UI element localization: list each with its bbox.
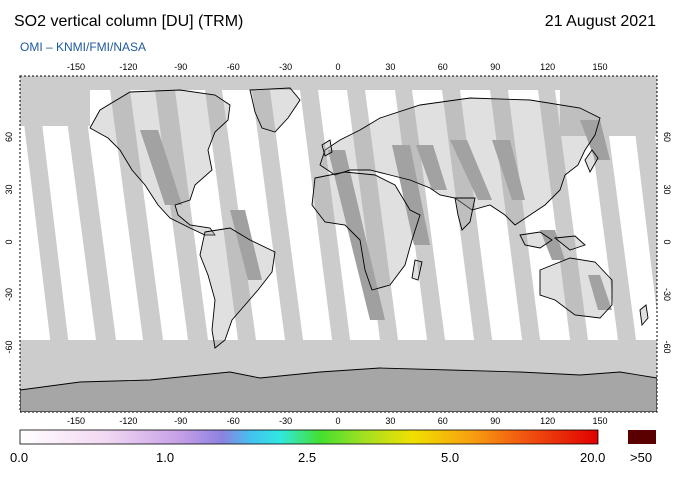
lon-ticks-bottom: -150 -120 -90 -60 -30 0 30 60 90 120 150 xyxy=(67,416,608,426)
lon-ticks-top: -150 -120 -90 -60 -30 0 30 60 90 120 150 xyxy=(67,62,608,72)
lat-tick-label: -60 xyxy=(662,340,672,353)
lon-tick-label: 30 xyxy=(385,62,395,72)
map-title: SO2 vertical column [DU] (TRM) xyxy=(14,13,244,30)
orbit-gap-stripes xyxy=(20,76,657,412)
lat-tick-label: 60 xyxy=(662,132,672,142)
map-frame xyxy=(19,75,658,413)
lon-tick-label: 0 xyxy=(335,62,340,72)
lon-tick-label: 30 xyxy=(385,416,395,426)
lon-tick-label: 150 xyxy=(592,416,607,426)
lon-tick-label: 60 xyxy=(438,416,448,426)
lat-tick-label: 60 xyxy=(4,132,14,142)
lon-tick-label: -30 xyxy=(279,416,292,426)
lat-ticks-left: 60 30 0 -30 -60 xyxy=(4,132,14,354)
lon-tick-label: -120 xyxy=(119,62,137,72)
lon-tick-label: 90 xyxy=(490,62,500,72)
lon-tick-label: -60 xyxy=(227,62,240,72)
lon-tick-label: 120 xyxy=(540,416,555,426)
data-credit: OMI – KNMI/FMI/NASA xyxy=(20,40,147,54)
lon-tick-label: 0 xyxy=(335,416,340,426)
lat-tick-label: -60 xyxy=(4,340,14,353)
colorbar-label-0: 0.0 xyxy=(10,450,29,465)
colorbar-label-1: 1.0 xyxy=(156,450,175,465)
lat-tick-label: 0 xyxy=(4,239,14,244)
lat-tick-label: -30 xyxy=(662,288,672,301)
map-date: 21 August 2021 xyxy=(544,13,656,30)
lon-tick-label: 120 xyxy=(540,62,555,72)
colorbar-gradient xyxy=(19,429,599,445)
lat-tick-label: 30 xyxy=(662,184,672,194)
lat-tick-label: -30 xyxy=(4,288,14,301)
map-field xyxy=(20,76,657,412)
lon-tick-label: -60 xyxy=(227,416,240,426)
lat-ticks-right: 60 30 0 -30 -60 xyxy=(662,132,672,354)
lon-tick-label: 150 xyxy=(592,62,607,72)
lon-tick-label: -150 xyxy=(67,62,85,72)
colorbar-label-4: 20.0 xyxy=(580,450,606,465)
lat-tick-label: 0 xyxy=(662,239,672,244)
colorbar-over-box xyxy=(628,430,656,444)
lon-tick-label: -30 xyxy=(279,62,292,72)
lon-tick-label: -90 xyxy=(174,416,187,426)
lon-tick-label: -90 xyxy=(174,62,187,72)
lat-tick-label: 30 xyxy=(4,184,14,194)
lon-tick-label: -150 xyxy=(67,416,85,426)
colorbar-label-5: >50 xyxy=(630,450,653,465)
lon-tick-label: -120 xyxy=(119,416,137,426)
lon-tick-label: 90 xyxy=(490,416,500,426)
coastlines xyxy=(89,87,649,349)
lon-tick-label: 60 xyxy=(438,62,448,72)
antarctica xyxy=(20,367,657,412)
land-swaths xyxy=(140,120,612,320)
colorbar-label-2: 2.5 xyxy=(298,450,317,465)
colorbar-label-3: 5.0 xyxy=(441,450,460,465)
